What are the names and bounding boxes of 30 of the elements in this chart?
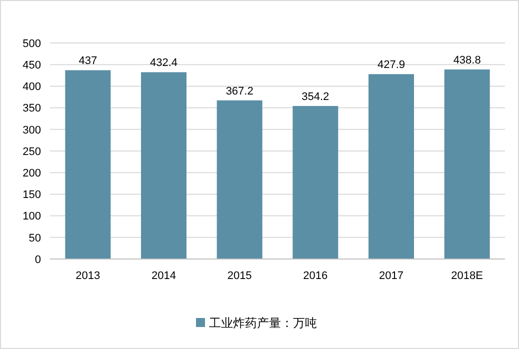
data-label: 427.9 [377,59,406,72]
bar [292,106,338,259]
x-tick-label: 2015 [227,270,252,282]
y-tick-label: 350 [22,102,41,115]
y-tick-label: 150 [22,189,41,202]
data-label: 432.4 [150,57,178,70]
data-label: 367.2 [226,85,254,98]
x-tick-label: 2017 [379,270,404,282]
y-tick-label: 0 [34,254,41,266]
x-tick-label: 2013 [76,270,100,282]
y-tick-label: 100 [22,210,41,223]
x-tick-label: 2016 [303,270,328,282]
data-label: 438.8 [453,54,481,66]
data-label: 437 [78,55,98,68]
bar [368,74,414,259]
bar [216,100,262,259]
bar [141,72,186,259]
y-tick-label: 500 [22,38,41,50]
y-tick-label: 50 [28,232,41,244]
y-tick-label: 400 [22,81,41,94]
data-label: 354.2 [302,90,330,103]
y-tick-label: 300 [22,124,41,136]
bar [444,69,490,259]
legend-label: 工业炸药产量：万吨 [209,316,317,330]
x-tick-label: 2014 [152,270,176,282]
bar [65,70,111,259]
y-tick-label: 200 [22,167,41,180]
x-tick-label: 2018E [451,270,483,282]
y-tick-label: 450 [22,59,41,72]
y-tick-label: 250 [22,146,41,158]
